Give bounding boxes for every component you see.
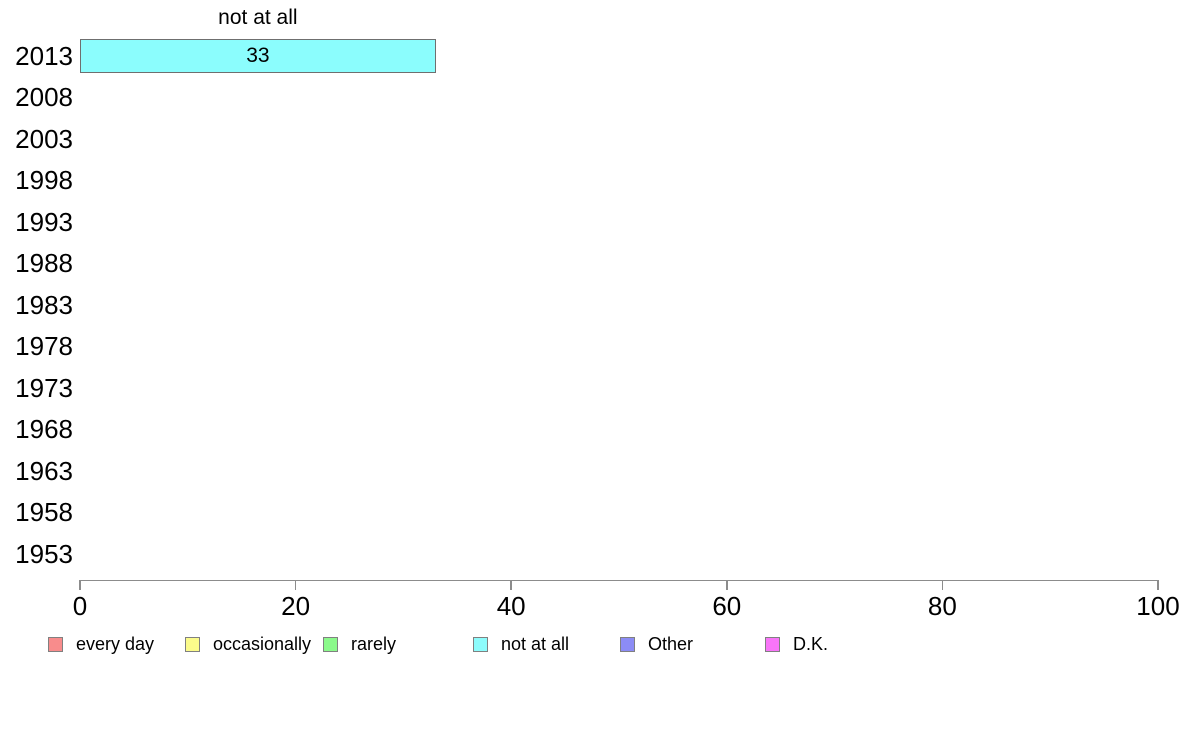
y-axis-label: 1983 xyxy=(15,289,73,320)
x-axis-tick-mark xyxy=(79,580,81,590)
legend-swatch-icon xyxy=(473,636,488,652)
x-axis-tick-label: 40 xyxy=(496,591,526,621)
x-axis-tick-label: 100 xyxy=(1136,591,1180,621)
x-axis-tick-label: 80 xyxy=(927,591,957,621)
y-axis-label: 2008 xyxy=(15,82,73,112)
legend-label: Other xyxy=(648,633,694,654)
x-axis-tick-mark xyxy=(1157,580,1159,590)
bar-value-label: 33 xyxy=(246,44,270,67)
x-axis-tick-mark xyxy=(941,580,944,590)
x-axis-tick-label: 20 xyxy=(281,591,311,621)
x-axis-tick-mark xyxy=(510,580,512,590)
y-axis-label: 1953 xyxy=(15,538,73,569)
legend-swatch-icon xyxy=(765,636,780,652)
y-axis-label: 1973 xyxy=(15,372,73,403)
x-axis-line xyxy=(80,580,1158,581)
legend-item: rarely xyxy=(323,633,397,654)
legend-item: Other xyxy=(620,633,694,654)
legend-swatch-icon xyxy=(620,636,635,652)
legend-swatch-icon xyxy=(185,636,200,652)
x-axis-tick-mark xyxy=(294,580,297,590)
y-axis-label: 1963 xyxy=(15,455,73,486)
y-axis-label: 2003 xyxy=(15,123,73,154)
legend-item: not at all xyxy=(473,633,570,654)
legend-item: every day xyxy=(48,633,155,654)
chart-title: not at all xyxy=(218,6,298,29)
y-axis-label: 1993 xyxy=(15,206,73,237)
y-axis-label: 1958 xyxy=(15,497,73,527)
legend-label: not at all xyxy=(501,633,570,654)
legend-swatch-icon xyxy=(323,636,338,652)
legend-item: D.K. xyxy=(765,633,829,654)
y-axis-label: 1998 xyxy=(15,165,73,195)
y-axis-label: 2013 xyxy=(15,40,73,71)
y-axis-label: 1968 xyxy=(15,414,73,444)
legend-label: D.K. xyxy=(793,633,829,654)
legend-label: occasionally xyxy=(213,633,312,654)
y-axis-label: 1978 xyxy=(15,331,73,361)
legend-label: rarely xyxy=(351,633,397,654)
legend-swatch-icon xyxy=(48,636,63,652)
legend-item: occasionally xyxy=(185,633,312,654)
bar-2013: 33 xyxy=(80,39,436,73)
x-axis-tick-label: 0 xyxy=(72,591,88,621)
x-axis-tick-mark xyxy=(726,580,728,590)
y-axis-label: 1988 xyxy=(15,248,73,278)
legend-label: every day xyxy=(76,633,155,654)
x-axis-tick-label: 60 xyxy=(712,591,742,621)
